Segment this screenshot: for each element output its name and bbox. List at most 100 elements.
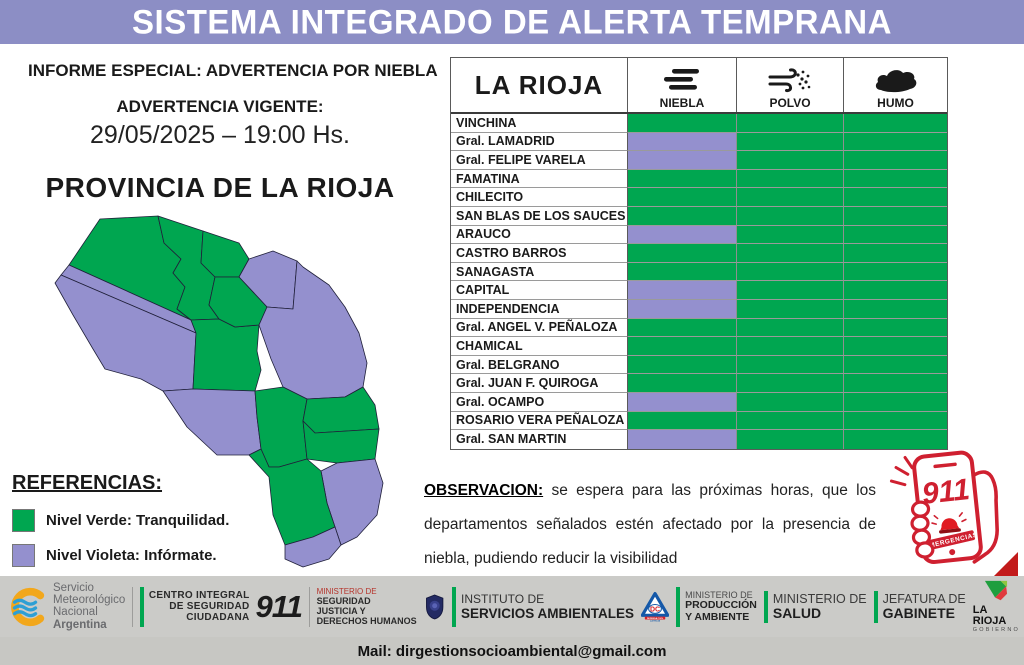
ministry-line: GABINETE xyxy=(882,605,955,621)
green-bar xyxy=(452,586,456,627)
department-name: INDEPENDENCIA xyxy=(451,299,628,319)
status-cell-humo xyxy=(844,430,947,449)
observation-paragraph: OBSERVACION: se espera para las próximas… xyxy=(424,474,876,576)
footer-divider xyxy=(308,586,310,627)
alert-table: LA RIOJA NIEBLA POLVO xyxy=(450,57,948,450)
green-level-swatch xyxy=(12,509,35,532)
emergency-number: 911 xyxy=(920,473,971,511)
department-name: CHILECITO xyxy=(451,188,628,207)
status-cell-humo xyxy=(844,281,947,300)
smn-logo-block: Servicio Meteorológico Nacional Argentin… xyxy=(4,582,125,631)
footer-logo-strip: Servicio Meteorológico Nacional Argentin… xyxy=(0,576,1024,637)
department-name: ARAUCO xyxy=(451,225,628,245)
status-cell-niebla xyxy=(628,151,737,170)
table-row: FAMATINA xyxy=(451,169,947,189)
status-cell-polvo xyxy=(737,392,844,412)
status-cell-humo xyxy=(844,206,947,226)
department-name: Gral. SAN MARTIN xyxy=(451,430,628,449)
map-dept xyxy=(208,276,268,328)
green-bar xyxy=(139,586,144,627)
table-row: INDEPENDENCIA xyxy=(451,299,947,319)
column-label: HUMO xyxy=(877,96,914,110)
department-name: CASTRO BARROS xyxy=(451,244,628,263)
dc-line: LA RIOJA xyxy=(650,619,660,622)
column-label: POLVO xyxy=(769,96,811,110)
dc-line: DEFENSA CIVIL xyxy=(647,616,664,619)
table-row: Gral. FELIPE VARELA xyxy=(451,151,947,170)
status-cell-humo xyxy=(844,337,947,356)
ministry-line: Y AMBIENTE xyxy=(685,610,750,623)
status-cell-polvo xyxy=(737,244,844,263)
fog-icon xyxy=(664,69,699,90)
hand-outline-icon xyxy=(971,470,999,564)
observation-text: se espera para las próximas horas, que l… xyxy=(424,481,876,567)
alert-valid-label: ADVERTENCIA VIGENTE: xyxy=(116,97,324,116)
status-cell-humo xyxy=(844,225,947,245)
isa-line: SERVICIOS AMBIENTALES xyxy=(461,605,635,621)
status-cell-niebla xyxy=(628,262,737,282)
spark-lines-icon xyxy=(889,456,914,487)
observation-label: OBSERVACION: xyxy=(424,481,544,499)
region-header-cell: LA RIOJA xyxy=(451,58,628,112)
phone-speaker xyxy=(933,462,957,469)
department-name: Gral. JUAN F. QUIROGA xyxy=(451,374,628,393)
department-name: Gral. FELIPE VARELA xyxy=(451,151,628,170)
cisc-line: CIUDADANA xyxy=(186,612,250,623)
status-cell-humo xyxy=(844,132,947,152)
status-cell-polvo xyxy=(737,225,844,245)
violet-level-swatch xyxy=(12,544,35,567)
department-name: Gral. ANGEL V. PEÑALOZA xyxy=(451,318,628,338)
department-name: Gral. LAMADRID xyxy=(451,132,628,152)
column-header-polvo: POLVO xyxy=(737,58,844,112)
status-cell-humo xyxy=(844,188,947,207)
table-row: Gral. JUAN F. QUIROGA xyxy=(451,374,947,393)
alert-datetime: 29/05/2025 – 19:00 Hs. xyxy=(90,121,350,149)
alert-table-header: LA RIOJA NIEBLA POLVO xyxy=(451,58,947,114)
status-cell-polvo xyxy=(737,169,844,189)
la-rioja-name: LA RIOJA xyxy=(972,604,1007,627)
status-cell-humo xyxy=(844,262,947,282)
ministerio-produccion-block: MINISTERIO DE PRODUCCIÓN Y AMBIENTE xyxy=(676,586,757,627)
status-cell-humo xyxy=(844,355,947,375)
department-name: SANAGASTA xyxy=(451,262,628,282)
table-row: Gral. BELGRANO xyxy=(451,355,947,375)
status-cell-polvo xyxy=(737,374,844,393)
department-name: Gral. OCAMPO xyxy=(451,392,628,412)
table-row: SANAGASTA xyxy=(451,262,947,282)
alert-table-body: VINCHINA Gral. LAMADRID Gral. FELIPE VAREL… xyxy=(451,114,947,449)
table-row: CHAMICAL xyxy=(451,337,947,356)
status-cell-niebla xyxy=(628,169,737,189)
legend-item-violet: Nivel Violeta: Infórmate. xyxy=(12,544,229,567)
green-bar xyxy=(763,590,768,623)
ministerio-justicia-block: MINISTERIO DE SEGURIDAD JUSTICIA Y DEREC… xyxy=(317,587,417,626)
status-cell-niebla xyxy=(628,225,737,245)
department-name: Gral. BELGRANO xyxy=(451,355,628,375)
table-row: CAPITAL xyxy=(451,281,947,300)
la-rioja-logo-icon xyxy=(985,580,1008,601)
status-cell-humo xyxy=(844,318,947,338)
table-row: SAN BLAS DE LOS SAUCES xyxy=(451,206,947,226)
status-cell-humo xyxy=(844,169,947,189)
status-cell-polvo xyxy=(737,430,844,449)
cisc-911-block: CENTRO INTEGRAL DE SEGURIDAD CIUDADANA 9… xyxy=(139,586,303,627)
status-cell-niebla xyxy=(628,206,737,226)
department-name: CHAMICAL xyxy=(451,337,628,356)
ministry-prefix: MINISTERIO DE xyxy=(772,592,867,606)
column-header-niebla: NIEBLA xyxy=(628,58,737,112)
status-cell-humo xyxy=(844,411,947,431)
status-cell-polvo xyxy=(737,411,844,431)
map-dept xyxy=(248,448,336,546)
cisc-line: CENTRO INTEGRAL xyxy=(148,590,250,601)
table-row: ARAUCO xyxy=(451,225,947,245)
ministry-prefix: MINISTERIO DE xyxy=(316,587,377,596)
status-cell-niebla xyxy=(628,337,737,356)
map-dept xyxy=(162,388,262,456)
defensa-civil-logo-icon: DC DEFENSA CIVIL LA RIOJA xyxy=(641,591,670,622)
ministry-line: SALUD xyxy=(772,605,822,621)
status-cell-humo xyxy=(844,374,947,393)
status-cell-humo xyxy=(844,244,947,263)
references-legend: REFERENCIAS: Nivel Verde: Tranquilidad. … xyxy=(12,472,229,579)
status-cell-humo xyxy=(844,299,947,319)
map-dept xyxy=(200,230,250,278)
department-name: ROSARIO VERA PEÑALOZA xyxy=(451,411,628,431)
